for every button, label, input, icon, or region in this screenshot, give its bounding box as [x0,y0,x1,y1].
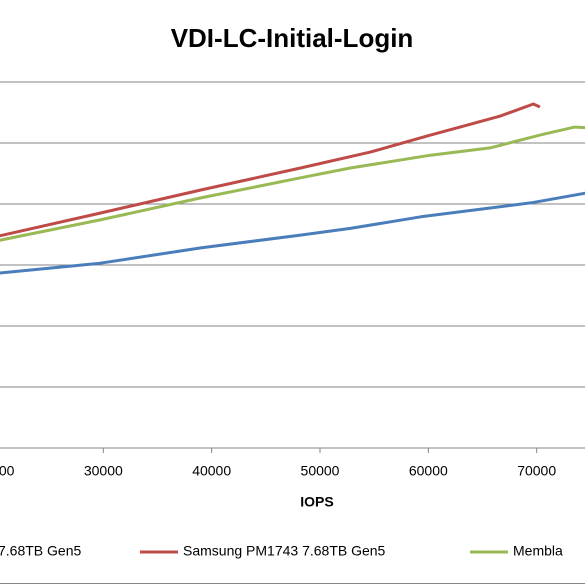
x-tick-label: 60000 [409,463,448,479]
x-tick-label: 20000 [0,463,15,479]
legend-label: 7.68TB Gen5 [0,543,81,559]
x-tick-label: 70000 [517,463,556,479]
x-tick-label: 40000 [192,463,231,479]
x-tick-label: 50000 [301,463,340,479]
series-line [0,191,585,275]
x-tick-label: 30000 [84,463,123,479]
series-line [0,125,585,242]
legend-label: Membla [513,543,563,559]
x-axis-label: IOPS [300,494,333,510]
chart-title: VDI-LC-Initial-Login [171,23,414,53]
legend-label: Samsung PM1743 7.68TB Gen5 [183,543,386,559]
series-line [0,102,541,238]
